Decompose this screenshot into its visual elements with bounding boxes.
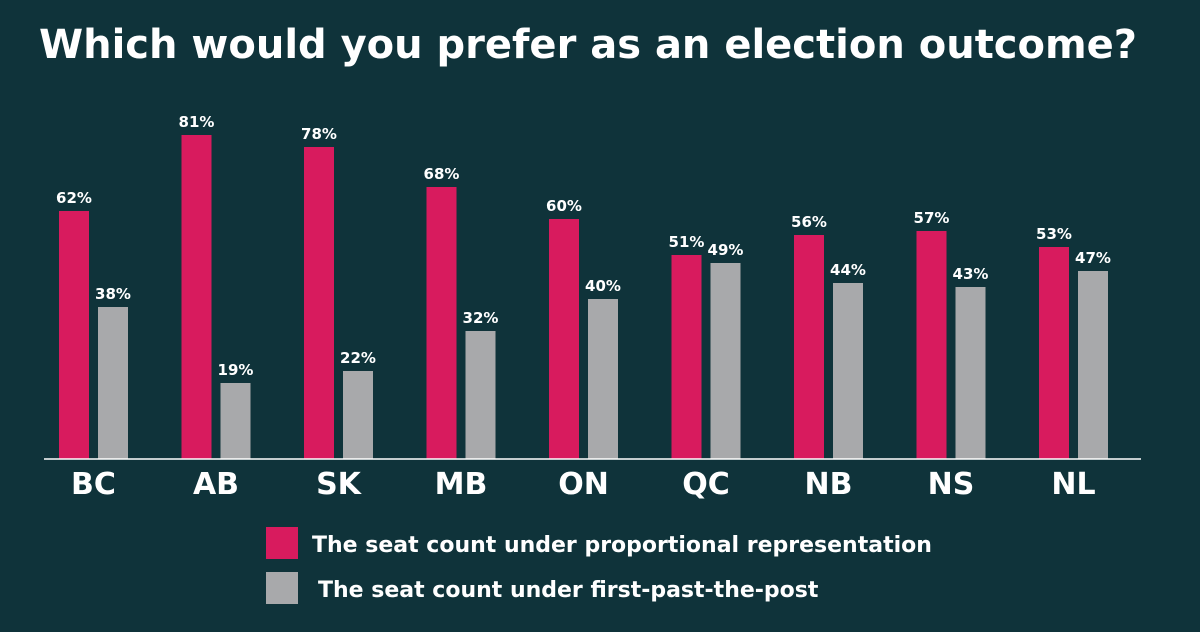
data-label-bc-proportional: 62%	[56, 189, 92, 207]
legend-swatch-fptp	[266, 572, 298, 604]
bar-nb-proportional	[794, 235, 824, 459]
data-label-nb-fptp: 44%	[830, 261, 866, 279]
chart-title: Which would you prefer as an election ou…	[39, 22, 1137, 68]
category-label-mb: MB	[435, 467, 488, 502]
bar-mb-proportional	[426, 187, 457, 459]
data-label-nl-proportional: 53%	[1036, 225, 1072, 243]
data-label-bc-fptp: 38%	[95, 285, 131, 303]
bar-on-fptp	[588, 299, 618, 459]
bar-ab-proportional	[181, 135, 212, 459]
data-label-ab-proportional: 81%	[179, 113, 215, 131]
bar-nb-fptp	[833, 283, 863, 459]
data-label-qc-proportional: 51%	[669, 233, 705, 251]
data-label-ab-fptp: 19%	[218, 361, 254, 379]
bar-ab-fptp	[220, 383, 251, 459]
data-label-ns-fptp: 43%	[953, 265, 989, 283]
bar-ns-proportional	[916, 231, 947, 459]
data-label-sk-fptp: 22%	[340, 349, 376, 367]
data-label-mb-fptp: 32%	[463, 309, 499, 327]
data-label-sk-proportional: 78%	[301, 125, 337, 143]
bar-bc-proportional	[59, 211, 89, 459]
legend-label-proportional: The seat count under proportional repres…	[312, 533, 932, 558]
bar-nl-fptp	[1078, 271, 1108, 459]
bar-bc-fptp	[98, 307, 128, 459]
category-label-on: ON	[558, 467, 609, 502]
legend: The seat count under proportional repres…	[266, 527, 932, 604]
data-label-nl-fptp: 47%	[1075, 249, 1111, 267]
category-labels: BC AB SK MB ON QC NB NS NL	[71, 467, 1096, 502]
category-label-ab: AB	[193, 467, 239, 502]
bars-layer: 62% 38% 81% 19% 78% 22% 68% 32% 60% 40% 51% 49% 56% 4…	[56, 113, 1111, 459]
bar-qc-proportional	[671, 255, 702, 459]
category-label-ns: NS	[928, 467, 975, 502]
bar-mb-fptp	[465, 331, 496, 459]
bar-sk-fptp	[343, 371, 373, 459]
bar-sk-proportional	[304, 147, 334, 459]
bar-qc-fptp	[710, 263, 741, 459]
data-label-on-fptp: 40%	[585, 277, 621, 295]
data-label-on-proportional: 60%	[546, 197, 582, 215]
bar-on-proportional	[549, 219, 579, 459]
legend-label-fptp: The seat count under first-past-the-post	[318, 578, 819, 603]
category-label-bc: BC	[71, 467, 116, 502]
data-label-ns-proportional: 57%	[914, 209, 950, 227]
category-label-qc: QC	[682, 467, 730, 502]
data-label-qc-fptp: 49%	[708, 241, 744, 259]
bar-nl-proportional	[1039, 247, 1069, 459]
category-label-sk: SK	[316, 467, 363, 502]
legend-swatch-proportional	[266, 527, 298, 559]
category-label-nl: NL	[1051, 467, 1095, 502]
bar-ns-fptp	[955, 287, 986, 459]
category-label-nb: NB	[805, 467, 853, 502]
data-label-nb-proportional: 56%	[791, 213, 827, 231]
data-label-mb-proportional: 68%	[424, 165, 460, 183]
